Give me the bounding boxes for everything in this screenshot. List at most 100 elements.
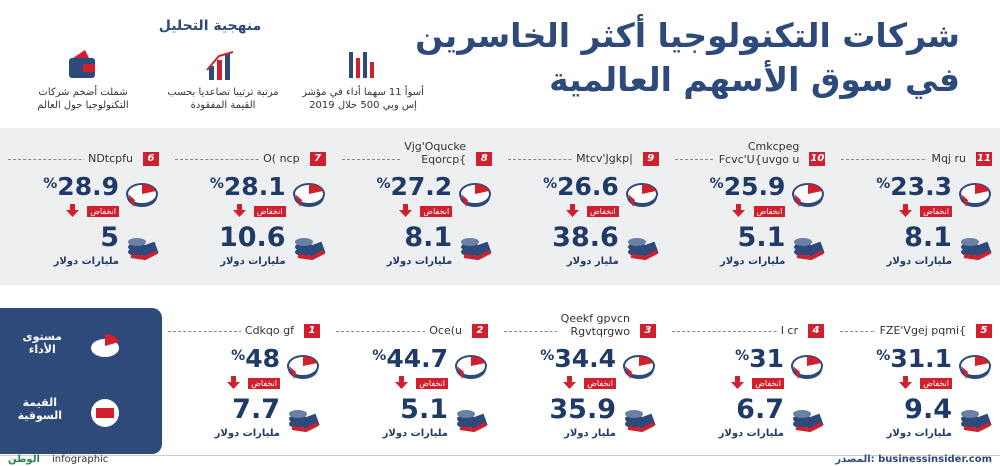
percent-sign: %: [876, 176, 891, 192]
down-arrow-svg: [563, 376, 576, 389]
company-card: 2 Oce(u% 44.7 انخفاض 5.1 مليارات دولار: [328, 300, 492, 457]
coins-icon: [458, 228, 492, 266]
value-unit: مليارات دولار: [720, 256, 786, 267]
decline-label: انخفاض: [87, 206, 119, 217]
coins-icon-svg: [794, 238, 825, 261]
rank-badge: 9: [642, 152, 659, 166]
company-name: Cdkqo gf: [240, 324, 298, 337]
percent-sign: %: [209, 176, 224, 192]
company-name: Qeekf gpvcn Rgvtqrgwo: [556, 312, 634, 338]
logo: الوطن: [8, 454, 40, 465]
decline-label: انخفاض: [587, 206, 619, 217]
decline-label: انخفاض: [920, 206, 952, 217]
market-value: 6.7: [736, 394, 784, 425]
down-arrow: [563, 374, 576, 393]
name-line: Fcvc'U{uvgo u: [718, 153, 800, 166]
value-unit: مليارات دولار: [886, 256, 952, 267]
method-icon-svg: [349, 52, 374, 78]
pie-icon-svg: [459, 183, 492, 207]
market-value: 7.7: [232, 394, 280, 425]
method-icon: [205, 48, 241, 88]
market-value: 10.6: [218, 222, 286, 253]
rank-badge: 1: [304, 324, 320, 338]
pie-icon-svg: [958, 183, 991, 207]
pie-icon-svg: [623, 355, 655, 379]
decline-value: 26.6: [557, 172, 619, 201]
pie-icon: [125, 176, 159, 214]
rank-badge: 3: [640, 324, 656, 338]
decline-percent: % 28.1: [210, 172, 286, 201]
name-line: Mqj ru: [931, 152, 966, 165]
down-arrow-svg: [399, 204, 413, 217]
value-unit: مليار دولار: [564, 428, 616, 439]
legend-coins-icon: [91, 399, 119, 427]
company-name: O( ncp: [259, 152, 304, 165]
pie-icon: [791, 176, 825, 214]
company-card: 3 Qeekf gpvcn Rgvtqrgwo% 34.4 انخفاض 35.9 مليا…: [496, 300, 660, 457]
value-unit: مليارات دولار: [386, 256, 453, 267]
method-line: أسوأ 11 سهما أداء في مؤشر: [302, 87, 424, 98]
pie-icon-svg: [287, 355, 319, 379]
pie-icon: [958, 348, 992, 386]
legend: مستوى الأداء القيمة السوقية: [0, 308, 162, 454]
rank-badge: 2: [472, 324, 488, 338]
value-unit: مليارات دولار: [214, 428, 280, 439]
coins-icon-svg: [294, 238, 326, 261]
decline-percent: % 31: [735, 344, 784, 373]
method-icon-svg: [206, 51, 234, 80]
value-unit: مليارات دولار: [718, 428, 784, 439]
footer: المصدر: businessinsider.com infographic …: [0, 454, 1000, 466]
pie-icon: [286, 348, 320, 386]
decline-value: 28.9: [57, 172, 119, 201]
brand: infographic: [52, 454, 109, 465]
dashed-line: [672, 331, 802, 332]
decline-value: 31.1: [890, 344, 952, 373]
down-arrow: [227, 374, 240, 393]
coins-icon: [454, 400, 488, 438]
company-name: Cmkcpeg Fcvc'U{uvgo u: [714, 140, 804, 166]
pie-icon: [458, 176, 492, 214]
decline-value: 25.9: [723, 172, 786, 201]
decline-percent: % 27.2: [376, 172, 452, 201]
company-name: Vjg'Oqucke Eqorcp{: [400, 140, 471, 166]
decline-value: 44.7: [386, 344, 448, 373]
coins-icon-svg: [627, 238, 659, 261]
decline-percent: % 48: [231, 344, 280, 373]
name-line: Rgvtqrgwo: [570, 325, 630, 338]
method-line: التكنولوجيا حول العالم: [37, 100, 129, 111]
name-line: Eqorcp{: [421, 153, 467, 166]
title-line: شركات التكنولوجيا أكثر الخاسرين: [415, 16, 960, 55]
coins-icon-svg: [961, 410, 992, 433]
percent-sign: %: [543, 176, 558, 192]
rank-badge: 4: [808, 324, 824, 338]
down-arrow-svg: [898, 204, 912, 217]
title: شركات التكنولوجيا أكثر الخاسرين في سوق ا…: [415, 14, 960, 102]
pie-icon: [454, 348, 488, 386]
down-arrow: [565, 202, 579, 221]
decline-value: 48: [245, 344, 280, 373]
method-text: أسوأ 11 سهما أداء في مؤشر إس وبي 500 خلال…: [300, 86, 426, 112]
decline-label: انخفاض: [416, 378, 448, 389]
source: المصدر: businessinsider.com: [835, 454, 992, 465]
company-name: Mtcv'Jgkp|: [572, 152, 637, 165]
method-icon: [65, 48, 101, 88]
method-line: مرتبة ترتيبا تصاعديا بحسب: [167, 87, 279, 98]
down-arrow-svg: [395, 376, 408, 389]
value-unit: مليارات دولار: [53, 256, 119, 267]
down-arrow-svg: [65, 204, 79, 217]
decline-percent: % 28.9: [43, 172, 119, 201]
decline-label: انخفاض: [920, 378, 952, 389]
legend-line: مستوى: [22, 330, 62, 343]
market-value: 5.1: [400, 394, 448, 425]
company-card: 11 Mqj ru% 23.3 انخفاض 8.1 مليارات دولار: [833, 128, 996, 285]
value-unit: مليارات دولار: [220, 256, 286, 267]
percent-sign: %: [231, 348, 246, 364]
legend-pie-icon: [91, 333, 119, 357]
coins-icon: [622, 400, 656, 438]
market-value: 5: [100, 222, 119, 253]
method-text: شملت أضخم شركات التكنولوجيا حول العالم: [20, 86, 146, 112]
company-card: 7 O( ncp% 28.1 انخفاض 10.6 مليارات دولار: [167, 128, 330, 285]
down-arrow: [731, 374, 744, 393]
decline-label: انخفاض: [752, 378, 784, 389]
